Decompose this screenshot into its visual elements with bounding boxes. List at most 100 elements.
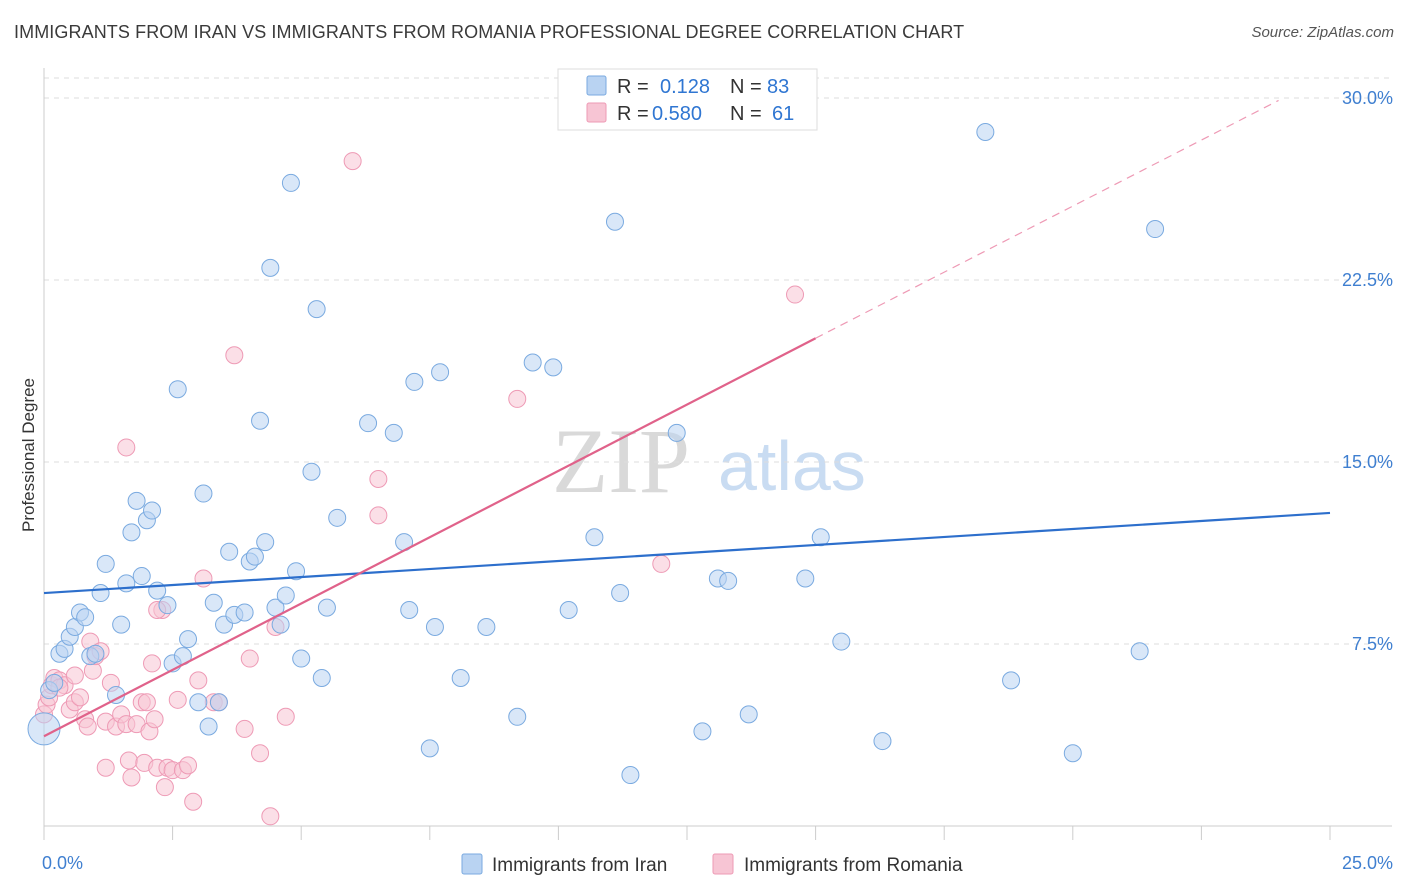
iran-point: [245, 547, 264, 566]
romania-point: [117, 438, 136, 457]
iran-point: [261, 258, 280, 277]
iran-point: [667, 423, 686, 442]
y-tick-label: 7.5%: [1352, 634, 1393, 654]
romania-point: [189, 671, 208, 690]
legend-iran-swatch: [586, 75, 607, 96]
y-tick-label: 22.5%: [1342, 270, 1393, 290]
series-legend: Immigrants from Iran Immigrants from Rom…: [461, 853, 963, 876]
chart-title: IMMIGRANTS FROM IRAN VS IMMIGRANTS FROM …: [14, 22, 965, 42]
iran-point: [276, 586, 295, 605]
y-axis-label: Professional Degree: [19, 378, 38, 532]
trend-lines: [43, 99, 1331, 738]
bottom-legend-romania-swatch: [712, 853, 734, 875]
iran-point: [719, 571, 738, 590]
iran-points: [27, 122, 1165, 785]
romania-point: [235, 719, 254, 738]
iran-point: [45, 673, 64, 692]
iran-point: [477, 618, 496, 637]
axes: 7.5% 15.0% 22.5% 30.0%: [43, 68, 1393, 840]
romania-point: [179, 756, 198, 775]
romania-point: [71, 688, 90, 707]
romania-point: [343, 152, 362, 171]
iran-point: [158, 596, 177, 615]
iran-point: [86, 644, 105, 663]
iran-point: [832, 632, 851, 651]
bottom-legend-iran-swatch: [461, 853, 483, 875]
legend-iran-n-value: 83: [767, 76, 789, 98]
iran-point: [307, 300, 326, 319]
iran-point: [508, 707, 527, 726]
iran-point: [611, 584, 630, 603]
romania-point: [240, 649, 259, 668]
romania-trend-line: [43, 337, 817, 738]
romania-point: [261, 807, 280, 826]
iran-point: [1063, 744, 1082, 763]
iran-point: [1130, 642, 1149, 661]
romania-point: [786, 285, 805, 304]
iran-point: [317, 598, 336, 617]
iran-point: [292, 649, 311, 668]
romania-point: [65, 666, 84, 685]
iran-point: [302, 462, 321, 481]
romania-point: [369, 469, 388, 488]
y-tick-label: 30.0%: [1342, 88, 1393, 108]
iran-point: [251, 411, 270, 430]
iran-point: [112, 615, 131, 634]
iran-point: [189, 693, 208, 712]
iran-point: [811, 528, 830, 547]
romania-point: [508, 389, 527, 408]
romania-point: [276, 707, 295, 726]
iran-point: [271, 615, 290, 634]
iran-point: [256, 533, 275, 552]
iran-point: [400, 601, 419, 620]
y-tick-label: 15.0%: [1342, 452, 1393, 472]
romania-point: [143, 654, 162, 673]
romania-point: [155, 778, 174, 797]
romania-point: [369, 506, 388, 525]
legend-iran-r-label: R =: [617, 76, 649, 98]
iran-point: [384, 423, 403, 442]
watermark-zip: ZIP: [552, 410, 690, 512]
iran-point: [235, 603, 254, 622]
iran-point: [132, 567, 151, 586]
iran-point: [605, 212, 624, 231]
bottom-legend-romania-label: Immigrants from Romania: [744, 855, 963, 876]
iran-point: [179, 630, 198, 649]
romania-point: [122, 768, 141, 787]
stats-legend: R = 0.128 N = 83 R = 0.580 N = 61: [557, 68, 818, 131]
iran-point: [621, 766, 640, 785]
iran-point: [976, 122, 995, 141]
iran-point: [559, 601, 578, 620]
iran-point: [359, 414, 378, 433]
romania-points: [35, 152, 805, 826]
iran-point: [420, 739, 439, 758]
iran-point: [96, 554, 115, 573]
iran-point: [209, 693, 228, 712]
iran-point: [76, 608, 95, 627]
legend-romania-n-value: 61: [772, 103, 794, 125]
romania-point: [78, 717, 97, 736]
iran-point: [425, 618, 444, 637]
iran-point: [199, 717, 218, 736]
romania-point: [652, 554, 671, 573]
iran-point: [312, 668, 331, 687]
iran-point: [328, 508, 347, 527]
iran-point: [544, 358, 563, 377]
iran-point: [287, 562, 306, 581]
romania-point: [145, 710, 164, 729]
legend-romania-r-value: 0.580: [652, 103, 702, 125]
iran-point: [27, 712, 61, 746]
romania-point: [119, 751, 138, 770]
iran-point: [122, 523, 141, 542]
iran-point: [523, 353, 542, 372]
iran-point: [194, 484, 213, 503]
legend-iran-r-value: 0.128: [660, 76, 710, 98]
legend-iran-n-label: N =: [730, 76, 762, 98]
iran-point: [1146, 220, 1165, 239]
iran-point: [1002, 671, 1021, 690]
iran-point: [281, 173, 300, 192]
iran-point: [143, 501, 162, 520]
iran-point: [127, 491, 146, 510]
iran-point: [220, 542, 239, 561]
